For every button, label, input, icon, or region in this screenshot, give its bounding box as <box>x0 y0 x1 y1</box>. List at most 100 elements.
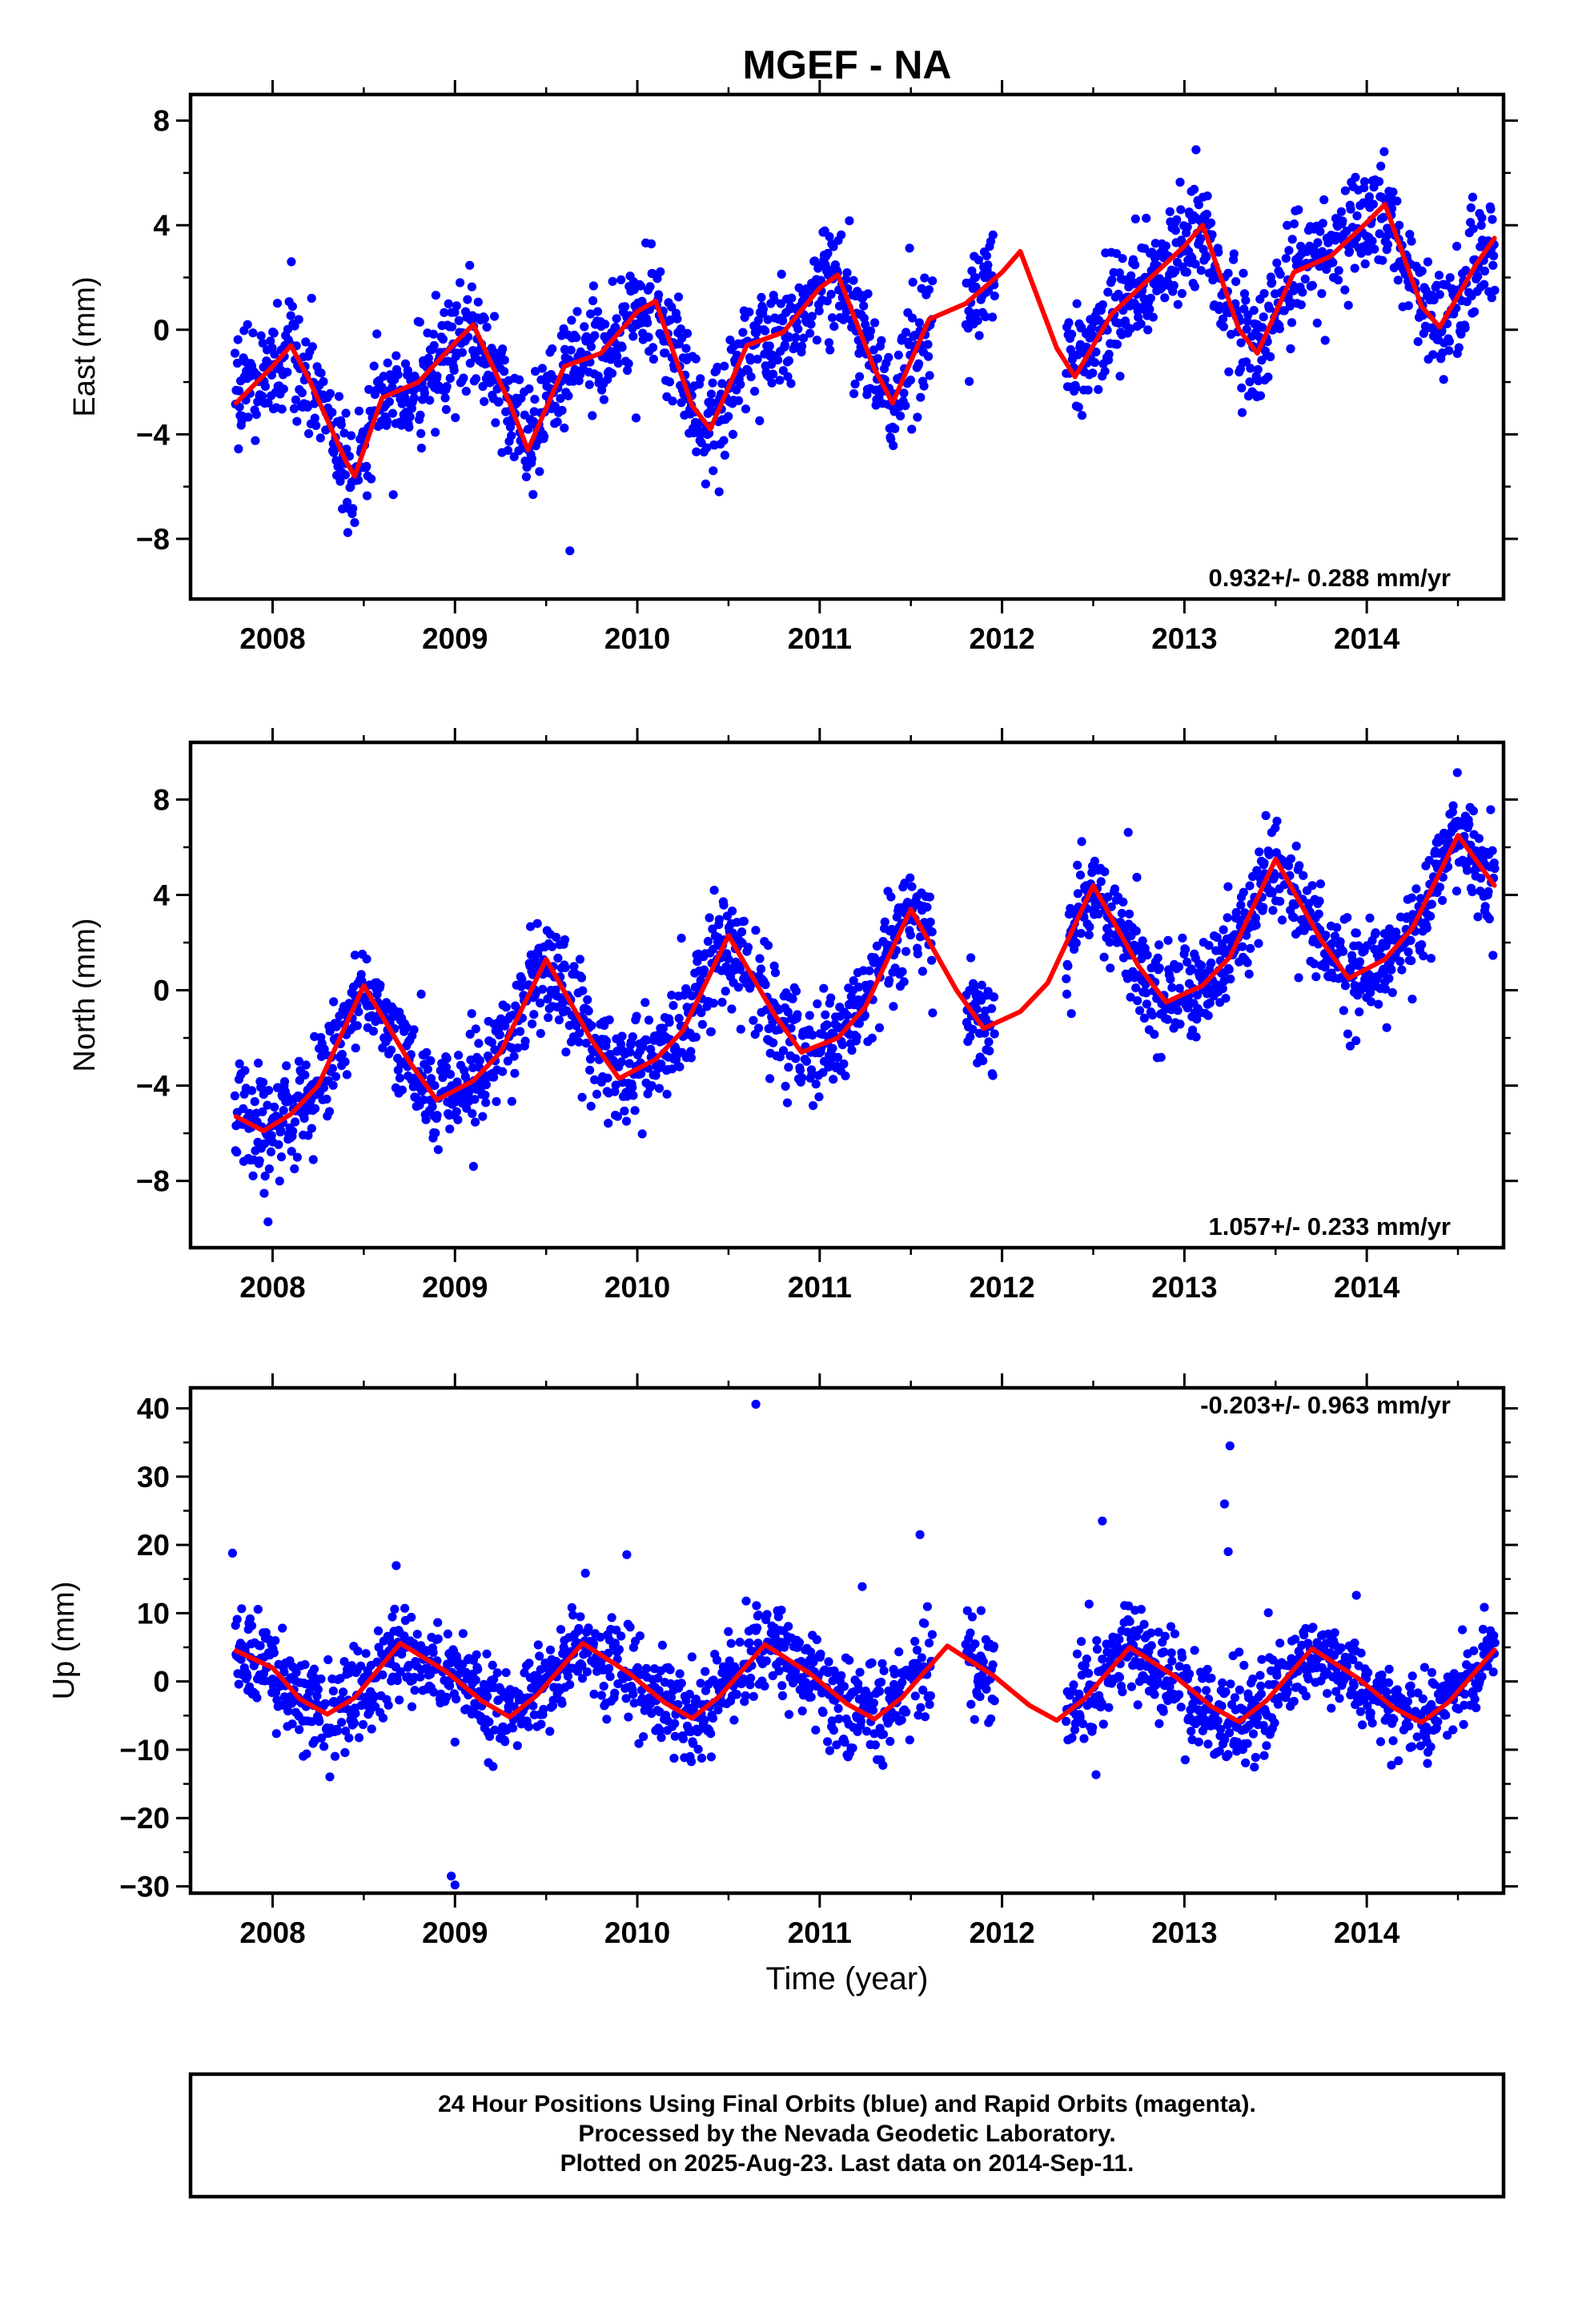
east-data-point <box>248 328 258 338</box>
north-data-point <box>528 1019 537 1029</box>
east-data-point <box>1378 255 1387 265</box>
north-ylabel: North (mm) <box>68 918 102 1072</box>
up-data-point <box>922 1602 932 1611</box>
east-data-point <box>1296 300 1306 310</box>
east-data-point <box>797 341 807 351</box>
up-data-point <box>1084 1668 1094 1679</box>
north-data-point <box>426 1055 436 1066</box>
north-data-point <box>927 927 937 937</box>
east-data-point <box>258 339 267 348</box>
north-data-point <box>586 1101 596 1111</box>
up-data-point <box>1160 1631 1170 1641</box>
east-data-point <box>1490 285 1500 296</box>
north-data-point <box>453 1115 463 1124</box>
east-y-tick-label: −4 <box>136 418 171 451</box>
east-data-point <box>983 260 993 270</box>
north-x-tick-label: 2014 <box>1334 1271 1400 1304</box>
up-data-point <box>712 1655 722 1665</box>
north-data-point <box>340 1057 350 1067</box>
east-data-point <box>451 412 460 423</box>
north-data-point <box>409 1025 419 1035</box>
north-data-point <box>791 987 801 996</box>
north-data-point <box>575 955 585 964</box>
north-data-point <box>1147 1011 1158 1020</box>
north-data-point <box>248 1171 258 1180</box>
up-data-point <box>1098 1719 1108 1729</box>
up-data-point <box>302 1749 311 1759</box>
north-data-point <box>260 1172 270 1181</box>
east-data-point <box>391 351 401 360</box>
north-data-point <box>761 979 770 990</box>
north-data-point <box>795 1065 805 1075</box>
east-data-point <box>1468 224 1478 234</box>
east-data-point <box>1231 277 1241 287</box>
east-data-point <box>745 308 754 317</box>
east-data-point <box>1351 172 1360 182</box>
east-data-point <box>409 393 419 403</box>
north-data-point <box>350 951 359 960</box>
up-data-point <box>473 1664 483 1675</box>
east-data-point <box>445 373 455 383</box>
up-data-point <box>471 1675 481 1685</box>
north-data-point <box>1486 805 1496 814</box>
east-data-point <box>925 371 934 380</box>
north-data-point <box>1484 914 1494 923</box>
up-data-point <box>428 1648 438 1658</box>
north-data-point <box>987 1003 997 1013</box>
north-data-point <box>756 964 766 974</box>
up-data-point <box>670 1719 680 1728</box>
north-data-point <box>266 1147 276 1156</box>
east-data-point <box>812 336 821 345</box>
east-data-point <box>1343 300 1353 310</box>
up-data-point <box>878 1760 888 1770</box>
north-data-point <box>1223 882 1233 891</box>
north-data-point <box>751 926 761 935</box>
north-data-point <box>375 980 385 990</box>
north-data-point <box>913 949 922 959</box>
east-data-point <box>350 518 359 528</box>
east-data-point <box>1083 385 1093 395</box>
north-data-point <box>697 1019 708 1029</box>
east-data-point <box>916 392 926 402</box>
east-data-point <box>1393 275 1403 285</box>
north-data-point <box>1387 987 1397 998</box>
east-data-point <box>319 376 328 387</box>
east-data-point <box>990 292 999 301</box>
north-data-point <box>275 1176 284 1186</box>
east-data-point <box>292 416 302 426</box>
east-data-point <box>702 443 712 452</box>
north-data-point <box>801 1056 812 1066</box>
east-data-point <box>738 328 748 337</box>
north-data-point <box>1207 958 1216 967</box>
north-data-point <box>1480 902 1490 911</box>
north-data-point <box>445 1069 456 1080</box>
north-data-point <box>728 907 737 916</box>
north-data-point <box>282 1061 291 1071</box>
north-data-point <box>1343 1029 1353 1039</box>
north-data-point <box>254 1058 263 1068</box>
east-data-point <box>786 379 796 388</box>
up-data-point <box>349 1719 359 1728</box>
up-data-point <box>269 1648 279 1658</box>
north-data-point <box>1084 930 1094 939</box>
east-data-point <box>588 296 598 306</box>
east-data-point <box>701 479 711 489</box>
east-data-point <box>1259 288 1269 299</box>
north-data-point <box>1139 1013 1149 1023</box>
up-data-point <box>452 1695 461 1704</box>
north-data-point <box>1255 847 1264 857</box>
north-data-point <box>337 1050 347 1059</box>
east-data-point <box>631 413 641 423</box>
east-data-point <box>1130 260 1140 270</box>
east-data-point <box>1405 230 1415 239</box>
north-data-point <box>1488 951 1498 960</box>
up-data-point <box>1092 1644 1102 1654</box>
east-data-point <box>1246 364 1255 373</box>
east-data-point <box>828 313 837 323</box>
up-data-point <box>687 1652 697 1662</box>
up-data-point <box>1114 1672 1125 1682</box>
up-data-point <box>988 1660 998 1670</box>
up-data-point <box>574 1623 584 1634</box>
